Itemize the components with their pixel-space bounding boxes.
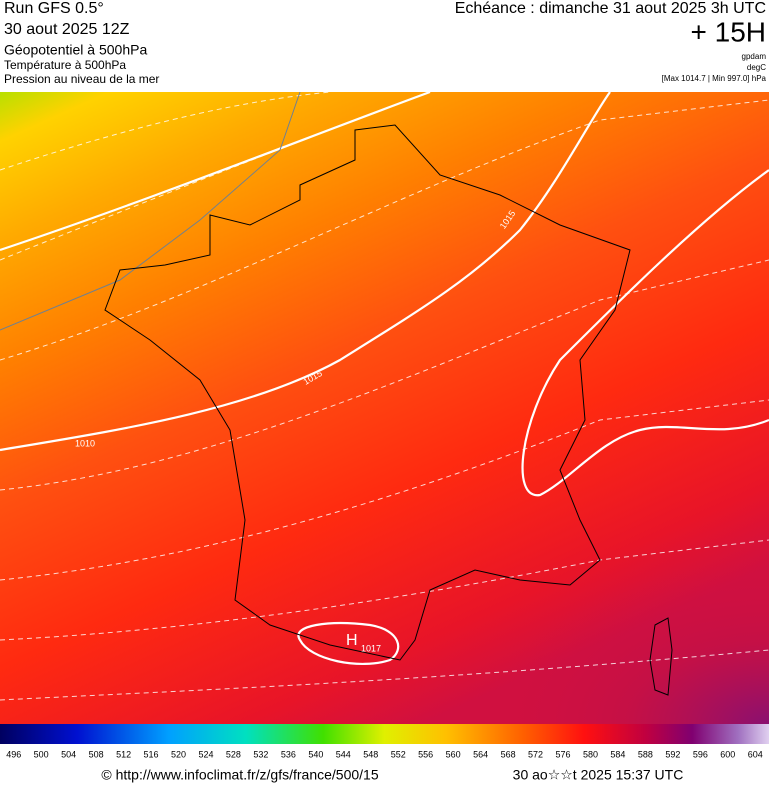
colorbar-label: 496 xyxy=(6,749,21,759)
colorbar-label: 540 xyxy=(308,749,323,759)
run: Run GFS 0.5° xyxy=(4,0,104,17)
layer: Température à 500hPa xyxy=(4,58,126,72)
corsica-outline xyxy=(649,617,673,696)
colorbar-label: 520 xyxy=(171,749,186,759)
colorbar-label: 548 xyxy=(363,749,378,759)
colorbar-label: 560 xyxy=(446,749,461,759)
colorbar-label: 604 xyxy=(748,749,763,759)
footer-url[interactable]: © http://www.infoclimat.fr/z/gfs/france/… xyxy=(101,767,378,783)
layer: Géopotentiel à 500hPa xyxy=(4,42,147,58)
colorbar-label: 544 xyxy=(336,749,351,759)
colorbar-label: 524 xyxy=(198,749,213,759)
colorbar-label: 516 xyxy=(144,749,159,759)
high-value: 1017 xyxy=(361,643,381,653)
high-symbol: H xyxy=(346,632,358,649)
colorbar-label: 588 xyxy=(638,749,653,759)
colorbar-label: 532 xyxy=(253,749,268,759)
colorbar-label: 512 xyxy=(116,749,131,759)
colorbar-label: 580 xyxy=(583,749,598,759)
footer-timestamp: 30 ao☆☆t 2025 15:37 UTC xyxy=(513,767,684,783)
colorbar-label: 536 xyxy=(281,749,296,759)
contour-label: 1010 xyxy=(75,438,95,448)
layer: Pression au niveau de la mer xyxy=(4,72,159,86)
colorbar-label: 576 xyxy=(556,749,571,759)
temperature-field xyxy=(300,450,769,724)
colorbar-label: 572 xyxy=(528,749,543,759)
colorbar-label: 552 xyxy=(391,749,406,759)
run-date: 30 aout 2025 12Z xyxy=(4,21,130,38)
boundary xyxy=(0,92,301,331)
colorbar-labels: 496 500 504 508 512 516 520 524 528 532 536 540 544 5… xyxy=(6,749,763,759)
colorbar-label: 564 xyxy=(473,749,488,759)
isobars xyxy=(0,92,769,666)
colorbar-label: 504 xyxy=(61,749,76,759)
colorbar-label: 500 xyxy=(34,749,49,759)
colorbar-label: 568 xyxy=(501,749,516,759)
unit: degC xyxy=(747,63,766,72)
map: 1010 1015 1015 H 1017 xyxy=(0,92,769,724)
echeance: Echéance : dimanche 31 aout 2025 3h UTC xyxy=(455,0,766,17)
colorbar-label: 556 xyxy=(418,749,433,759)
colorbar-label: 584 xyxy=(610,749,625,759)
offset: + 15H xyxy=(691,16,767,47)
unit: [Max 1014.7 | Min 997.0] hPa xyxy=(662,74,767,83)
colorbar xyxy=(0,724,769,744)
colorbar-label: 596 xyxy=(693,749,708,759)
unit: gpdam xyxy=(742,52,767,61)
colorbar-label: 592 xyxy=(665,749,680,759)
colorbar-label: 528 xyxy=(226,749,241,759)
colorbar-label: 600 xyxy=(720,749,735,759)
colorbar-label: 508 xyxy=(89,749,104,759)
isotherms xyxy=(0,92,769,701)
france-outline xyxy=(104,124,631,661)
